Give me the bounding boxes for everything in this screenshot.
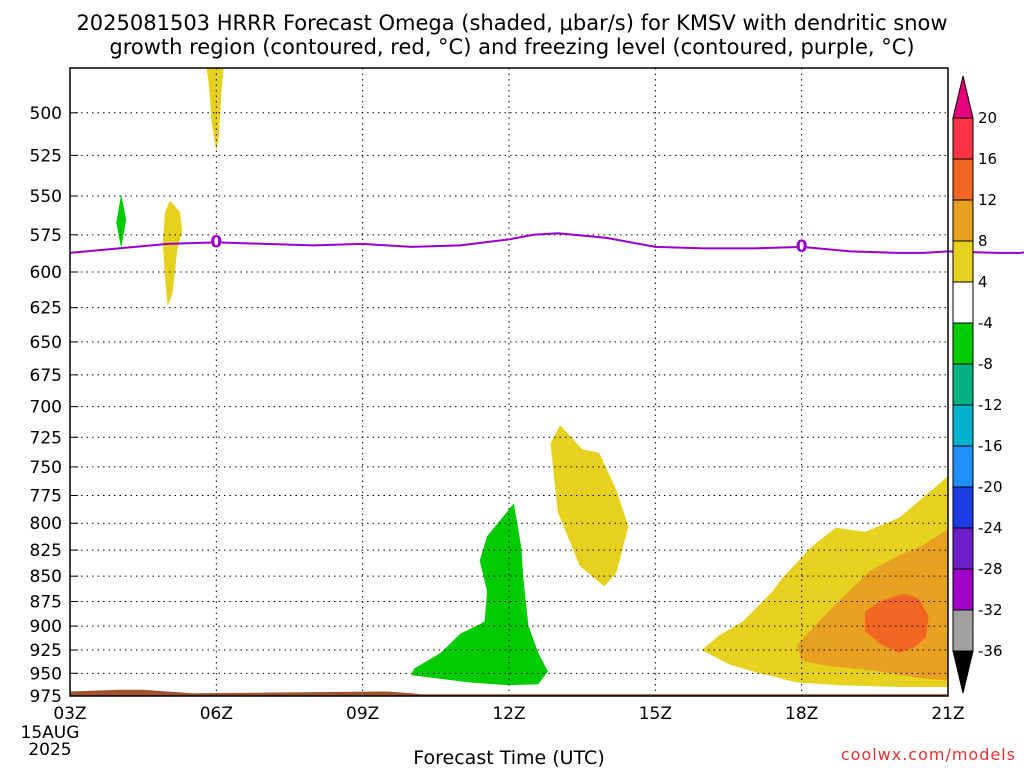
colorbar-label: 20: [978, 109, 997, 127]
colorbar-swatch: [952, 568, 974, 611]
freezing-level-label: 0: [210, 232, 222, 252]
colorbar-swatch: [952, 158, 974, 201]
y-tick-label: 875: [30, 592, 62, 612]
colorbar-swatch: [952, 404, 974, 447]
y-tick-label: 825: [30, 541, 62, 561]
x-axis-ticks: 03Z 06Z 09Z 12Z 15Z 18Z 21Z: [53, 704, 964, 724]
colorbar-swatch: [952, 117, 974, 160]
colorbar-swatch: [952, 281, 974, 324]
x-tick-label: 18Z: [785, 704, 818, 724]
y-tick-label: 750: [30, 458, 62, 478]
x-tick-label: 12Z: [492, 704, 525, 724]
chart-title: 2025081503 HRRR Forecast Omega (shaded, …: [76, 11, 947, 35]
colorbar-swatch: [952, 486, 974, 529]
colorbar-label: -24: [978, 519, 1003, 537]
y-tick-label: 800: [30, 514, 62, 534]
colorbar-label: 16: [978, 150, 997, 168]
omega-region-4: [411, 503, 548, 686]
colorbar-label: -4: [978, 314, 993, 332]
colorbar-swatch: [952, 363, 974, 406]
omega-shading: [116, 68, 948, 687]
colorbar-swatch: [952, 199, 974, 242]
y-tick-label: 900: [30, 617, 62, 637]
colorbar-label: -32: [978, 601, 1003, 619]
omega-region-7: [865, 593, 929, 653]
omega-region-1: [162, 200, 183, 307]
y-tick-label: 650: [30, 333, 62, 353]
y-tick-label: 550: [30, 187, 62, 207]
omega-region-2: [116, 194, 127, 249]
y-axis-ticks: 500 525 550 575 600 625 650 675 700 725 750 775 800 8…: [30, 104, 62, 707]
y-tick-label: 525: [30, 146, 62, 166]
plot-frame: [69, 67, 949, 697]
y-tick-label: 975: [30, 687, 62, 707]
credit-text: coolwx.com/models: [841, 745, 1016, 764]
colorbar-label: 4: [978, 273, 988, 291]
freezing-level-line: [69, 232, 1024, 254]
omega-region-3: [550, 425, 629, 587]
x-tick-label: 21Z: [931, 704, 964, 724]
colorbar-label: -20: [978, 478, 1003, 496]
y-tick-label: 575: [30, 226, 62, 246]
grid-lines: [70, 68, 948, 697]
colorbar-label: -8: [978, 355, 993, 373]
y-tick-label: 675: [30, 366, 62, 386]
y-tick-label: 700: [30, 398, 62, 418]
colorbar-swatch: [952, 240, 974, 283]
omega-region-0: [206, 68, 224, 151]
x-tick-label: 09Z: [346, 704, 379, 724]
colorbar-label: -28: [978, 560, 1003, 578]
y-tick-label: 625: [30, 299, 62, 319]
terrain-strip: [70, 689, 948, 696]
y-tick-label: 850: [30, 567, 62, 587]
colorbar-label: -12: [978, 396, 1003, 414]
y-tick-label: 725: [30, 428, 62, 448]
colorbar-swatch: [952, 322, 974, 365]
colorbar-top-arrow: [952, 75, 974, 119]
y-tick-label: 925: [30, 641, 62, 661]
terrain-layer: [70, 689, 948, 696]
colorbar-label: -36: [978, 642, 1003, 660]
freezing-level-label: 0: [796, 237, 808, 257]
x-tick-label: 15Z: [639, 704, 672, 724]
colorbar-swatch: [952, 445, 974, 488]
y-tick-label: 500: [30, 104, 62, 124]
x-tick-label: 03Z: [53, 704, 86, 724]
colorbar-label: -16: [978, 437, 1003, 455]
freezing-label-bg: [211, 234, 222, 250]
x-date-year: 2025: [28, 740, 71, 760]
y-tick-label: 600: [30, 263, 62, 283]
x-date-day: 15AUG: [21, 723, 80, 743]
colorbar-swatch: [952, 527, 974, 570]
y-tick-label: 950: [30, 664, 62, 684]
colorbar-swatch: [952, 609, 974, 652]
freezing-label-bg: [796, 238, 807, 254]
y-tick-label: 775: [30, 487, 62, 507]
colorbar-bottom-arrow: [952, 650, 974, 694]
x-axis-label: Forecast Time (UTC): [413, 747, 604, 768]
colorbar-label: 12: [978, 191, 997, 209]
colorbar: 20 16 12 8 4 -4 -8 -12 -16 -20 -24 -28 -32 -36: [952, 75, 1003, 694]
x-tick-label: 06Z: [200, 704, 233, 724]
chart-subtitle: growth region (contoured, red, °C) and f…: [109, 35, 914, 59]
colorbar-label: 8: [978, 232, 988, 250]
